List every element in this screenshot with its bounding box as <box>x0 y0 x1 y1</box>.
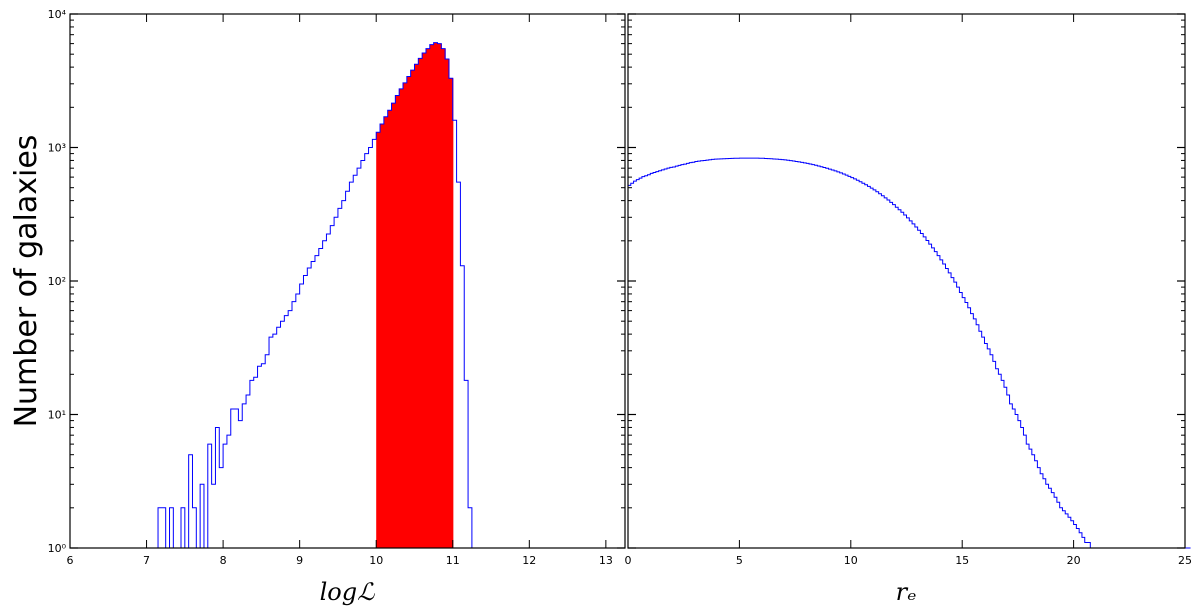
x-tick-label: 7 <box>143 554 150 567</box>
highlight-bar <box>395 95 400 548</box>
highlight-bar <box>391 103 396 548</box>
x-tick-label: 25 <box>1178 554 1192 567</box>
y-tick-label: 10² <box>48 275 66 288</box>
x-tick-label: 20 <box>1067 554 1081 567</box>
y-tick-label: 10³ <box>48 142 66 155</box>
x-tick-label: 15 <box>955 554 969 567</box>
x-tick-label: 13 <box>599 554 613 567</box>
left-x-ticks: 6 7 8 9 10 11 12 13 <box>67 14 613 567</box>
highlight-bar <box>418 58 423 549</box>
right-x-ticks: 0 5 10 15 20 25 <box>625 14 1192 567</box>
highlight-bar <box>383 116 389 548</box>
highlight-bar <box>441 48 446 548</box>
x-tick-label: 8 <box>220 554 227 567</box>
y-tick-label: 10¹ <box>48 409 66 422</box>
y-axis-label: Number of galaxies <box>9 135 44 428</box>
highlight-bar <box>410 70 416 549</box>
x-tick-label: 0 <box>625 554 632 567</box>
right-plot-frame <box>627 13 1186 549</box>
y-tick-label: 10⁴ <box>48 8 67 21</box>
highlight-bar <box>425 48 431 548</box>
highlight-bar <box>433 42 439 548</box>
highlight-bar <box>429 44 435 549</box>
x-tick-label: 9 <box>296 554 303 567</box>
luminosity-histogram-series <box>115 42 473 549</box>
right-y-ticks <box>628 13 1185 549</box>
x-tick-label: 6 <box>67 554 74 567</box>
highlight-fill <box>376 42 454 549</box>
radius-histogram-panel: 0 5 10 15 20 25 rₑ <box>625 13 1192 606</box>
y-tick-label: 10⁰ <box>48 542 67 555</box>
radius-histogram-series <box>627 157 1191 549</box>
x-tick-label: 5 <box>736 554 743 567</box>
x-tick-label: 10 <box>844 554 858 567</box>
right-x-axis-label: rₑ <box>896 578 917 606</box>
highlight-bar <box>414 64 419 549</box>
highlight-bar <box>387 110 393 549</box>
highlight-bar <box>445 59 450 549</box>
highlight-bar <box>422 53 427 549</box>
left-plot-frame <box>69 13 626 549</box>
highlight-bar <box>437 43 442 548</box>
x-tick-label: 10 <box>369 554 383 567</box>
x-tick-label: 12 <box>522 554 536 567</box>
highlight-bar <box>406 76 412 549</box>
highlight-bar <box>399 88 404 548</box>
highlight-bar <box>380 123 385 548</box>
highlight-bar <box>448 78 454 549</box>
left-x-axis-label: logℒ <box>320 578 375 606</box>
left-y-ticks: 10⁰ 10¹ 10² 10³ 10⁴ <box>48 8 625 555</box>
luminosity-histogram-panel: 6 7 8 9 10 11 12 13 10⁰ 10¹ 10² 10³ 10⁴ logℒ <box>48 8 626 606</box>
x-tick-label: 11 <box>446 554 460 567</box>
highlight-bar <box>376 132 381 548</box>
highlight-bar <box>403 82 408 548</box>
